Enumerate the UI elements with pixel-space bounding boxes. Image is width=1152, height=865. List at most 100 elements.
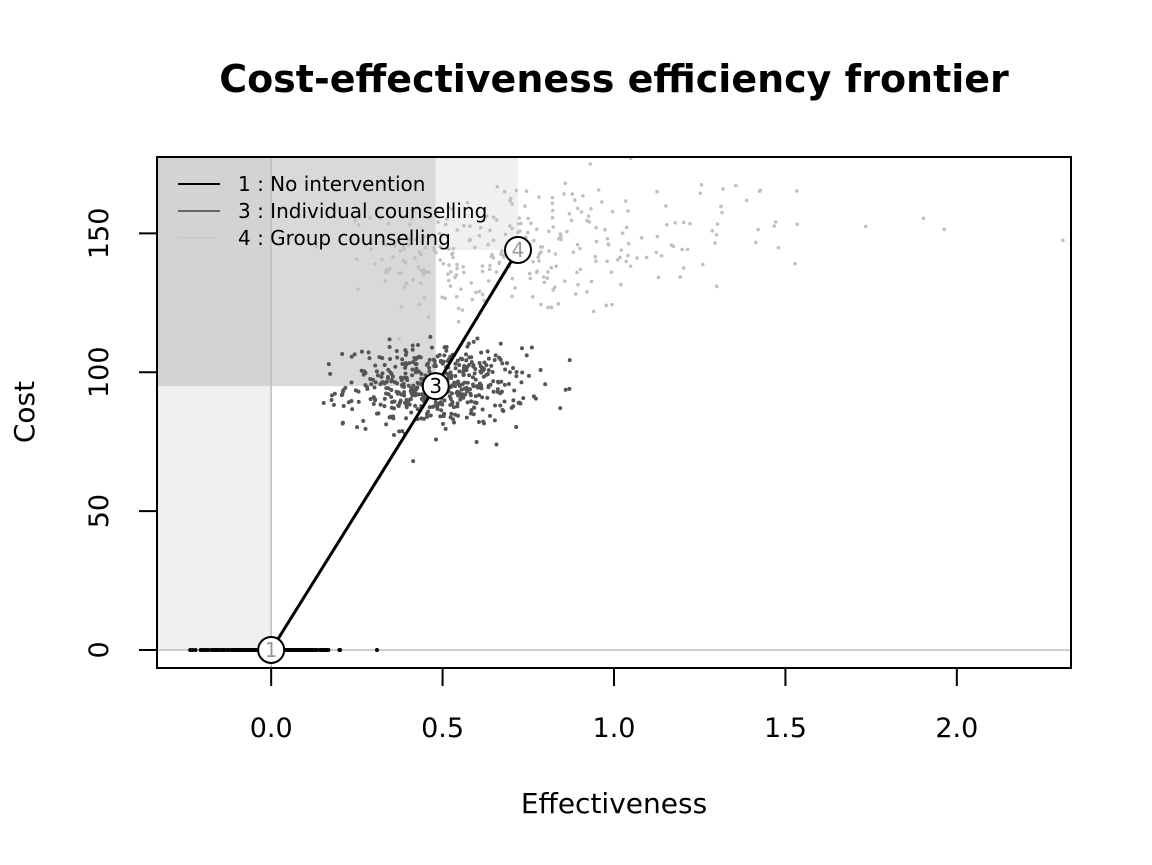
point (410, 373, 415, 378)
point (416, 265, 421, 269)
point (450, 207, 454, 211)
point (410, 360, 415, 365)
region-overlap-dark (157, 157, 272, 387)
point (402, 285, 407, 289)
point (470, 375, 475, 380)
point (556, 302, 561, 306)
point (473, 367, 478, 372)
point (510, 226, 514, 231)
point (510, 202, 514, 206)
point (432, 364, 437, 369)
point (477, 289, 482, 294)
point (356, 287, 360, 292)
point (455, 413, 460, 418)
point (337, 647, 342, 652)
point (594, 225, 598, 230)
point (698, 191, 703, 196)
point (503, 232, 508, 237)
x-tick-label: 1.0 (593, 713, 636, 744)
point (470, 297, 474, 302)
point (421, 235, 426, 239)
point (576, 282, 580, 287)
point (455, 358, 460, 363)
point (218, 647, 223, 652)
point (500, 249, 504, 253)
frontier-node-circle (257, 635, 286, 664)
point (443, 296, 448, 301)
point (412, 356, 417, 361)
point (469, 281, 474, 285)
point (427, 405, 432, 410)
point (486, 279, 491, 283)
point (370, 377, 375, 382)
point (563, 279, 567, 283)
point (326, 362, 331, 367)
point (508, 198, 512, 203)
point (511, 398, 516, 403)
point (479, 350, 484, 355)
point (624, 259, 628, 264)
point (547, 249, 551, 253)
point (457, 362, 462, 367)
point (448, 415, 453, 420)
point (472, 400, 477, 405)
point (363, 371, 368, 376)
point (397, 429, 402, 434)
point (246, 647, 251, 652)
point (511, 366, 516, 371)
point (315, 647, 320, 652)
point (444, 348, 449, 353)
point (518, 401, 523, 406)
point (450, 383, 455, 388)
point (604, 303, 608, 308)
point (436, 220, 440, 224)
point (547, 229, 551, 233)
point (340, 351, 345, 356)
point (391, 433, 396, 438)
point (469, 355, 474, 360)
point (591, 309, 596, 314)
point (455, 266, 459, 271)
point (415, 355, 420, 360)
point (404, 416, 409, 421)
point (468, 224, 472, 228)
point (403, 371, 408, 376)
point (502, 399, 507, 404)
point (505, 361, 510, 366)
point (343, 385, 348, 390)
point (451, 255, 455, 260)
point (480, 407, 485, 412)
point (471, 339, 476, 344)
point (481, 374, 486, 379)
legend-label-4: 4 : Group counselling (238, 226, 451, 250)
point (656, 275, 661, 280)
point (565, 229, 569, 234)
point (363, 383, 368, 388)
point (444, 371, 449, 376)
point (461, 265, 465, 269)
point (477, 233, 482, 238)
point (720, 210, 724, 215)
point (491, 238, 496, 243)
point (398, 249, 403, 253)
point (394, 348, 399, 353)
point (459, 387, 464, 392)
point (456, 319, 461, 324)
point (426, 315, 431, 320)
point (463, 392, 468, 397)
point (410, 208, 414, 212)
point (654, 250, 659, 255)
point (596, 188, 601, 192)
point (485, 395, 490, 400)
point (520, 370, 525, 375)
point (448, 396, 453, 401)
point (573, 292, 578, 296)
point (526, 230, 530, 235)
point (395, 355, 400, 360)
point (491, 215, 496, 220)
point (655, 234, 660, 239)
point (389, 372, 394, 377)
point (623, 199, 628, 203)
point (772, 224, 777, 228)
